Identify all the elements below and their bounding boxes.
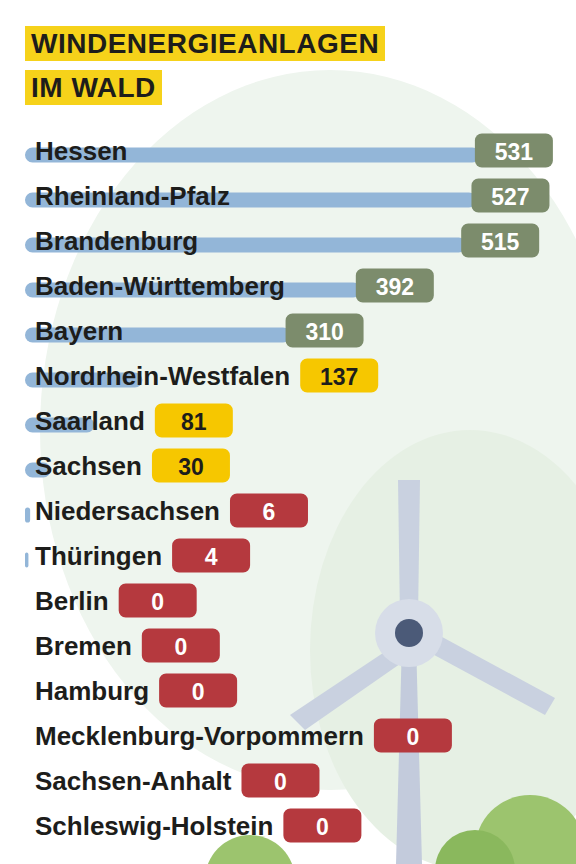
- svg-text:0: 0: [192, 679, 205, 705]
- svg-text:Brandenburg: Brandenburg: [35, 226, 198, 256]
- svg-text:Berlin: Berlin: [35, 586, 109, 616]
- svg-text:515: 515: [481, 229, 520, 255]
- svg-text:0: 0: [274, 769, 287, 795]
- svg-text:Thüringen: Thüringen: [35, 541, 162, 571]
- svg-text:392: 392: [376, 274, 414, 300]
- svg-text:Saarland: Saarland: [35, 406, 145, 436]
- svg-text:Schleswig-Holstein: Schleswig-Holstein: [35, 811, 273, 841]
- svg-text:Hamburg: Hamburg: [35, 676, 149, 706]
- svg-text:Rheinland-Pfalz: Rheinland-Pfalz: [35, 181, 230, 211]
- svg-text:Hessen: Hessen: [35, 136, 128, 166]
- svg-text:Niedersachsen: Niedersachsen: [35, 496, 220, 526]
- svg-text:6: 6: [263, 499, 276, 525]
- svg-text:0: 0: [406, 724, 419, 750]
- svg-text:527: 527: [491, 184, 529, 210]
- svg-text:4: 4: [205, 544, 218, 570]
- svg-text:30: 30: [178, 454, 204, 480]
- html-text:WINDENERGIEANLAGEN IM WALD: WINDENERGIEANLAGEN IM WALD: [31, 28, 380, 103]
- svg-text:0: 0: [316, 814, 329, 840]
- svg-text:Nordrhein-Westfalen: Nordrhein-Westfalen: [35, 361, 290, 391]
- svg-text:Bremen: Bremen: [35, 631, 132, 661]
- svg-text:81: 81: [181, 409, 207, 435]
- svg-text:Sachsen: Sachsen: [35, 451, 142, 481]
- svg-text:0: 0: [151, 589, 164, 615]
- svg-text:310: 310: [305, 319, 343, 345]
- svg-text:137: 137: [320, 364, 358, 390]
- svg-text:Sachsen-Anhalt: Sachsen-Anhalt: [35, 766, 232, 796]
- svg-text:0: 0: [174, 634, 187, 660]
- svg-text:531: 531: [495, 139, 534, 165]
- svg-text:Bayern: Bayern: [35, 316, 123, 346]
- svg-text:Baden-Württemberg: Baden-Württemberg: [35, 271, 285, 301]
- svg-text:Mecklenburg-Vorpommern: Mecklenburg-Vorpommern: [35, 721, 364, 751]
